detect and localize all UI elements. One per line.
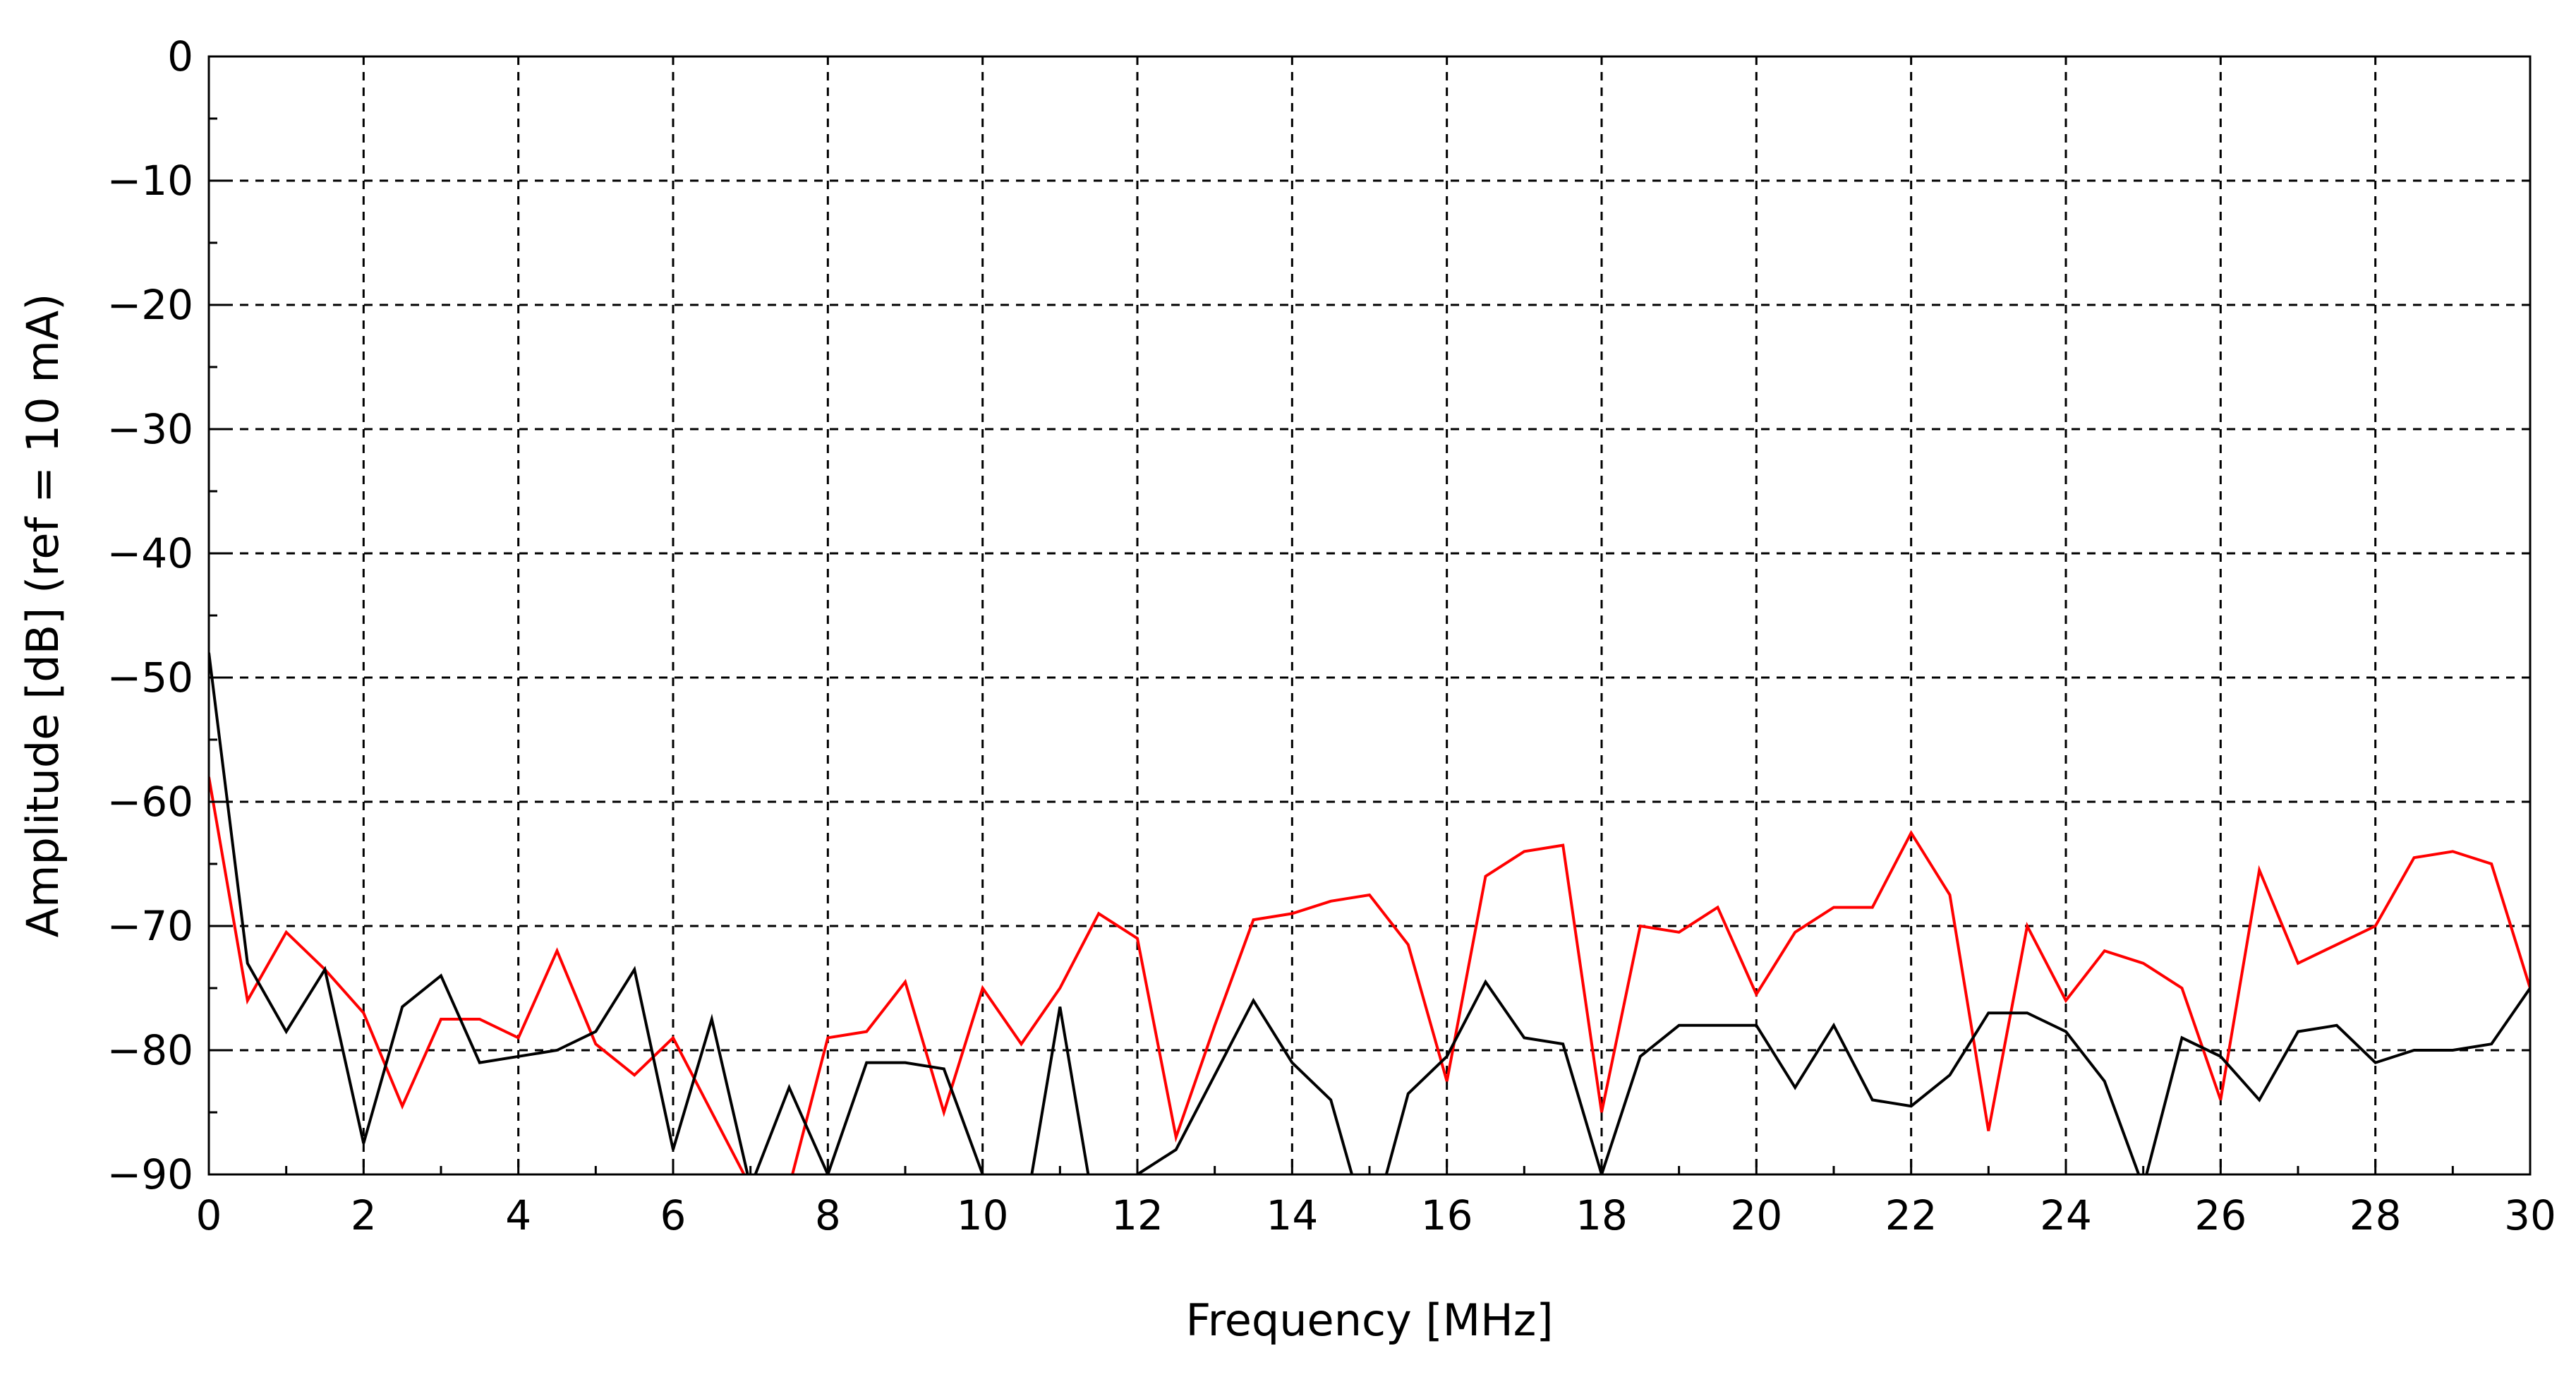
ticks: 0 2 4 6 8 10 12 14 16 18 20 22 24 26 28 300−10−20−30−40… [107, 32, 2556, 1239]
y-tick-label: −30 [107, 405, 193, 453]
x-tick-label: 12 [1111, 1191, 1163, 1239]
x-tick-label: 20 [1730, 1191, 1782, 1239]
series-layer [209, 652, 2530, 1174]
x-tick-label: 24 [2040, 1191, 2092, 1239]
y-tick-label: −90 [107, 1150, 193, 1198]
y-tick-label: −50 [107, 654, 193, 702]
x-axis-label: Frequency [MHz] [1185, 1294, 1553, 1346]
x-tick-label: 18 [1576, 1191, 1628, 1239]
series-line-black [209, 652, 2530, 1174]
x-tick-label: 22 [1885, 1191, 1937, 1239]
y-tick-label: 0 [167, 32, 193, 80]
y-tick-label: −70 [107, 902, 193, 950]
x-tick-label: 8 [815, 1191, 841, 1239]
grid [209, 56, 2530, 1174]
x-tick-label: 0 [196, 1191, 222, 1239]
x-tick-label: 26 [2194, 1191, 2247, 1239]
x-tick-label: 2 [351, 1191, 377, 1239]
y-tick-label: −20 [107, 281, 193, 329]
y-axis-label: Amplitude [dB] (ref = 10 mA) [17, 294, 68, 938]
y-tick-label: −80 [107, 1026, 193, 1074]
y-tick-label: −10 [107, 157, 193, 205]
x-tick-label: 16 [1421, 1191, 1473, 1239]
x-tick-label: 4 [505, 1191, 531, 1239]
series-line-red [209, 776, 2530, 1174]
x-tick-label: 10 [957, 1191, 1009, 1239]
x-tick-label: 14 [1266, 1191, 1318, 1239]
x-tick-label: 30 [2504, 1191, 2556, 1239]
y-tick-label: −40 [107, 529, 193, 577]
x-tick-label: 28 [2350, 1191, 2402, 1239]
x-tick-label: 6 [660, 1191, 687, 1239]
y-tick-label: −60 [107, 778, 193, 826]
